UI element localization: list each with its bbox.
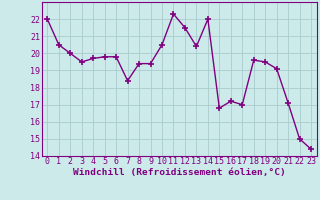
X-axis label: Windchill (Refroidissement éolien,°C): Windchill (Refroidissement éolien,°C): [73, 168, 285, 177]
